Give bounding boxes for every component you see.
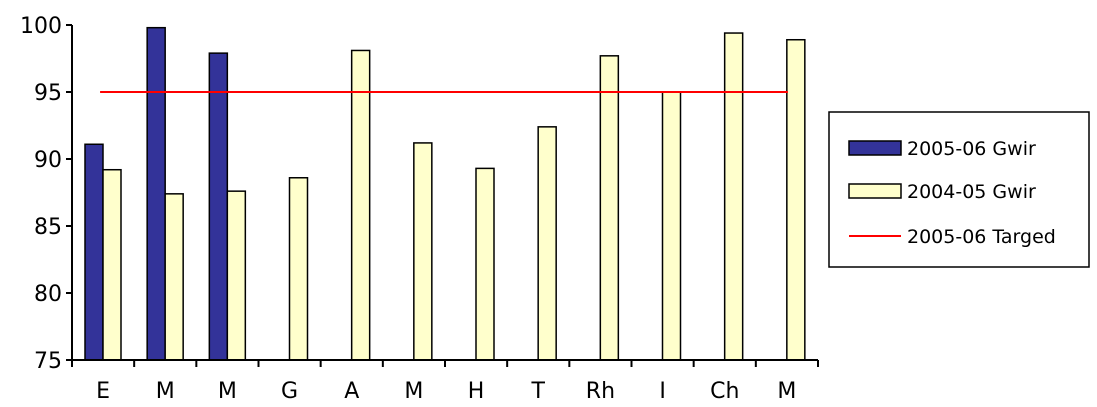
bar-series2-3	[226, 190, 247, 361]
x-tick-label-8: T	[531, 379, 546, 404]
legend-label-3: 2005-06 Targed	[907, 226, 1056, 248]
bar-series1-1	[84, 143, 104, 361]
bar-series1-3	[208, 52, 229, 361]
legend-swatch-1	[848, 140, 902, 156]
y-tick-label-80: 80	[34, 282, 62, 307]
y-tick-label-85: 85	[34, 215, 62, 240]
bar-series2-1	[102, 168, 122, 361]
bar-series2-12	[786, 38, 806, 361]
x-tick-label-5: A	[344, 379, 359, 404]
bar-series2-5	[350, 49, 371, 361]
bar-series2-6	[413, 142, 433, 361]
y-tick-label-90: 90	[34, 148, 62, 173]
legend-label-2: 2004-05 Gwir	[907, 181, 1036, 203]
x-tick-label-11: Ch	[710, 379, 739, 404]
bar-series1-2	[146, 26, 166, 361]
legend: 2005-06 Gwir 2004-05 Gwir 2005-06 Targed	[828, 111, 1090, 268]
y-tick-label-100: 100	[20, 14, 62, 39]
bar-series2-7	[475, 167, 495, 361]
x-tick-label-6: M	[404, 379, 423, 404]
x-tick-label-2: M	[156, 379, 175, 404]
x-tick-label-1: E	[96, 379, 110, 404]
x-tick-label-3: M	[218, 379, 237, 404]
x-tick-label-9: Rh	[586, 379, 615, 404]
bar-series2-11	[723, 32, 744, 361]
bar-series2-8	[537, 126, 557, 361]
y-tick-label-95: 95	[34, 81, 62, 106]
x-tick-label-7: H	[468, 379, 485, 404]
x-tick-label-10: I	[659, 379, 666, 404]
x-tick-label-4: G	[281, 379, 298, 404]
legend-label-1: 2005-06 Gwir	[907, 138, 1036, 160]
bar-series2-4	[288, 177, 309, 361]
y-tick-label-75: 75	[34, 349, 62, 374]
bar-series2-9	[599, 55, 620, 361]
plot-area: 75 80 85 90 95 100 E M M G A M H T Rh I Ch M	[20, 14, 819, 404]
legend-swatch-2	[848, 183, 902, 199]
bar-series2-2	[164, 193, 184, 361]
bar-series2-10	[661, 91, 682, 361]
x-tick-label-12: M	[777, 379, 796, 404]
